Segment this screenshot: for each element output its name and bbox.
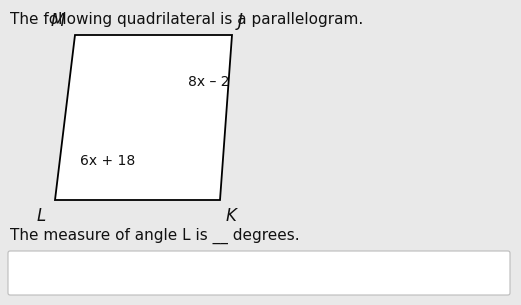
Text: 8x – 2: 8x – 2: [188, 75, 229, 89]
Text: L: L: [37, 207, 46, 225]
Text: 6x + 18: 6x + 18: [80, 154, 135, 168]
Text: The measure of angle L is __ degrees.: The measure of angle L is __ degrees.: [10, 228, 300, 244]
FancyBboxPatch shape: [8, 251, 510, 295]
Polygon shape: [55, 35, 232, 200]
Text: J: J: [238, 12, 243, 30]
Text: M: M: [51, 12, 65, 30]
Text: The following quadrilateral is a parallelogram.: The following quadrilateral is a paralle…: [10, 12, 363, 27]
Text: K: K: [226, 207, 237, 225]
